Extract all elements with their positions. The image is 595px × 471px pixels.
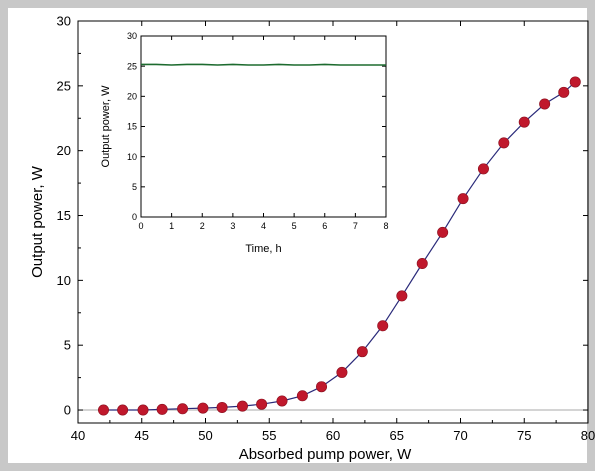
y-tick-label: 25 <box>57 78 71 93</box>
inset-y-tick-label: 15 <box>127 122 137 132</box>
inset-x-tick-label: 8 <box>383 221 388 231</box>
inset-x-tick-label: 7 <box>353 221 358 231</box>
data-point <box>539 98 551 110</box>
data-point <box>177 403 189 415</box>
inset-x-tick-label: 2 <box>200 221 205 231</box>
data-point <box>276 395 288 407</box>
y-tick-label: 10 <box>57 273 71 288</box>
inset-series-line <box>141 63 386 66</box>
data-point <box>156 403 168 415</box>
data-point <box>137 404 149 416</box>
x-tick-label: 55 <box>262 428 276 443</box>
data-point <box>236 400 248 412</box>
inset-x-tick-label: 5 <box>292 221 297 231</box>
data-point <box>477 163 489 175</box>
data-point <box>396 290 408 302</box>
inset-x-tick-label: 0 <box>138 221 143 231</box>
x-tick-label: 70 <box>453 428 467 443</box>
x-axis-label: Absorbed pump power, W <box>239 446 412 463</box>
x-tick-label: 80 <box>581 428 595 443</box>
x-tick-label: 75 <box>517 428 531 443</box>
data-point <box>437 226 449 238</box>
data-point <box>558 86 570 98</box>
x-tick-label: 65 <box>390 428 404 443</box>
data-point <box>518 116 530 128</box>
data-point <box>296 390 308 402</box>
data-point <box>377 320 389 332</box>
data-point <box>197 402 209 414</box>
data-point <box>256 398 268 410</box>
x-tick-label: 50 <box>198 428 212 443</box>
inset-x-axis-label: Time, h <box>245 243 281 255</box>
data-point <box>216 401 228 413</box>
inset-x-tick-label: 6 <box>322 221 327 231</box>
inset-y-axis-label: Output power, W <box>100 85 112 168</box>
y-tick-label: 0 <box>64 403 71 418</box>
inset-y-tick-label: 25 <box>127 61 137 71</box>
y-tick-label: 30 <box>57 14 71 29</box>
inset-y-tick-label: 20 <box>127 92 137 102</box>
data-point <box>98 404 110 416</box>
data-point <box>117 404 129 416</box>
data-point <box>569 76 581 88</box>
x-tick-label: 60 <box>326 428 340 443</box>
inset-frame <box>140 35 387 218</box>
inset-y-tick-label: 5 <box>132 182 137 192</box>
data-point <box>498 137 510 149</box>
inset-x-tick-label: 3 <box>230 221 235 231</box>
data-point <box>336 366 348 378</box>
y-axis-label: Output power, W <box>29 165 46 278</box>
x-tick-label: 45 <box>135 428 149 443</box>
y-tick-label: 15 <box>57 208 71 223</box>
inset-y-tick-label: 0 <box>132 212 137 222</box>
data-point <box>356 346 368 358</box>
inset-y-tick-label: 30 <box>127 31 137 41</box>
inset-x-tick-label: 4 <box>261 221 266 231</box>
inset-x-tick-label: 1 <box>169 221 174 231</box>
y-tick-label: 5 <box>64 338 71 353</box>
y-tick-label: 20 <box>57 143 71 158</box>
data-point <box>316 381 328 393</box>
inset-y-tick-label: 10 <box>127 152 137 162</box>
data-point <box>416 257 428 269</box>
inset-chart: 0 1 2 3 4 5 6 7 8 0 5 10 15 20 25 30 Time, h Output power… <box>100 31 389 255</box>
data-point <box>457 193 469 205</box>
x-tick-label: 40 <box>71 428 85 443</box>
